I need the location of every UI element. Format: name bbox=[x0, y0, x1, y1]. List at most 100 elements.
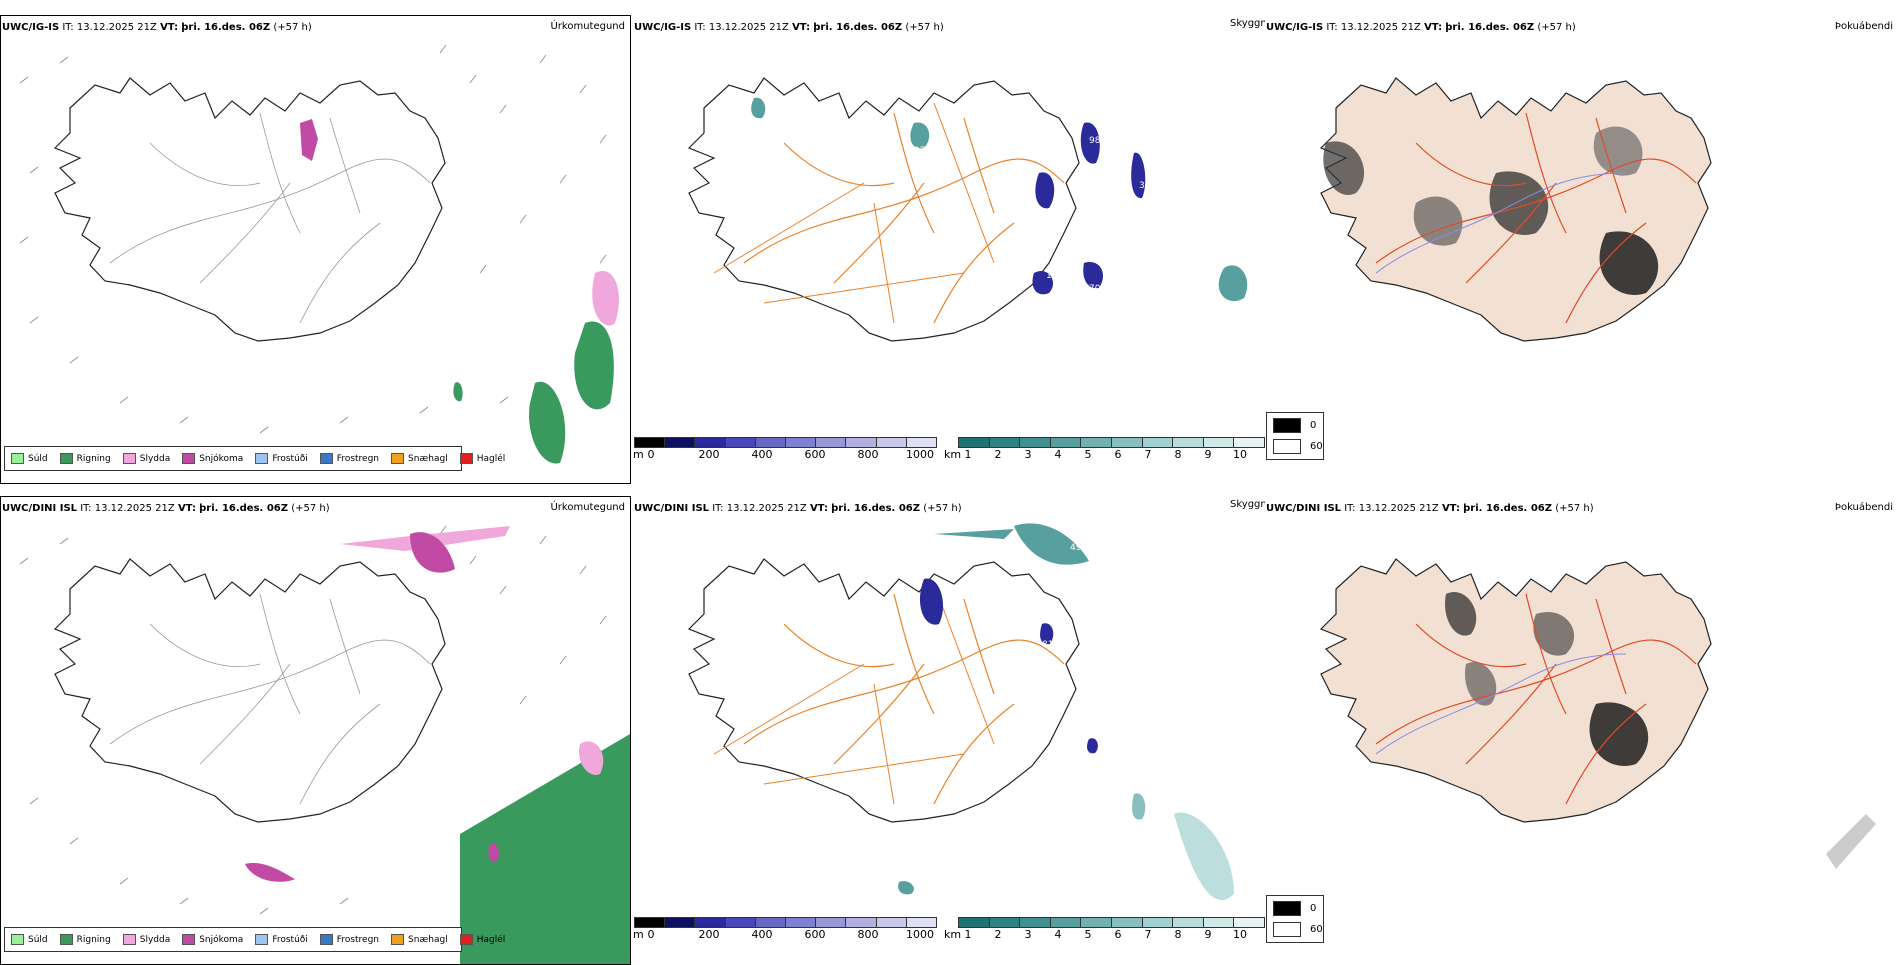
cbar-seg bbox=[846, 438, 877, 447]
cbar-seg bbox=[1142, 438, 1174, 447]
wind-barbs bbox=[19, 44, 607, 434]
legend-item: Haglél bbox=[459, 453, 505, 464]
cbar-seg bbox=[695, 918, 726, 927]
fog-swatch bbox=[1273, 922, 1301, 937]
ceiling-unit: m bbox=[633, 448, 644, 461]
ceiling-unit: m bbox=[633, 928, 644, 941]
vis-area bbox=[1218, 265, 1248, 302]
visibility-unit: km bbox=[944, 928, 962, 941]
cbar-seg bbox=[725, 438, 756, 447]
low-ceiling-area bbox=[1087, 738, 1098, 754]
cbar-seg bbox=[816, 438, 847, 447]
svg-text:81: 81 bbox=[1042, 640, 1053, 650]
low-ceiling-area bbox=[1083, 262, 1104, 289]
ceiling-colorbar bbox=[634, 437, 937, 448]
cbar-seg bbox=[1020, 438, 1051, 447]
cbar-tick: 8 bbox=[1174, 928, 1182, 941]
cbar-tick: 3 bbox=[1024, 928, 1032, 941]
cbar-seg bbox=[1203, 918, 1235, 927]
cbar-tick: 4 bbox=[1054, 448, 1062, 461]
legend-swatch bbox=[255, 934, 269, 945]
visibility-colorbar bbox=[958, 917, 1265, 928]
low-ceiling-area bbox=[1035, 172, 1055, 209]
low-ceiling-area bbox=[1032, 271, 1054, 295]
cbar-tick: 200 bbox=[698, 448, 720, 461]
cbar-seg bbox=[1111, 438, 1143, 447]
svg-text:490: 490 bbox=[1070, 543, 1087, 553]
svg-text:88: 88 bbox=[919, 892, 931, 902]
road-lines bbox=[109, 112, 431, 324]
ceiling-colorbar bbox=[634, 917, 937, 928]
legend-swatch bbox=[11, 934, 24, 945]
cbar-tick: 10 bbox=[1233, 448, 1247, 461]
legend-item: Snæhagl bbox=[391, 453, 448, 464]
legend-swatch bbox=[11, 453, 24, 464]
panel-header: UWC/IG-IS IT: 13.12.2025 21Z VT: þri. 16… bbox=[634, 22, 944, 33]
vis-value-labels: 98 97 37 10 12 45 16 97 70 77 bbox=[914, 136, 1150, 294]
rivers bbox=[1375, 653, 1627, 755]
vis-area bbox=[898, 881, 914, 895]
low-ceiling-area bbox=[1080, 122, 1100, 164]
rain-area bbox=[529, 381, 566, 464]
legend-item: Súld bbox=[11, 453, 48, 464]
road-lines bbox=[109, 593, 431, 805]
coastline bbox=[54, 77, 446, 342]
cbar-tick: 600 bbox=[804, 928, 826, 941]
cbar-seg bbox=[635, 438, 666, 447]
visibility-unit: km bbox=[944, 448, 962, 461]
visibility-map: 98 97 37 10 12 45 16 97 70 77 bbox=[688, 77, 1248, 342]
cbar-seg bbox=[1050, 918, 1082, 927]
legend-item: Rigning bbox=[59, 934, 111, 945]
cbar-tick: 8 bbox=[1174, 448, 1182, 461]
legend-item: Snæhagl bbox=[391, 934, 448, 945]
cbar-tick: 600 bbox=[804, 448, 826, 461]
visibility-colorbar bbox=[958, 437, 1265, 448]
panel-header: UWC/IG-IS IT: 13.12.2025 21Z VT: þri. 16… bbox=[2, 22, 312, 33]
fog-legend: 0 60 bbox=[1266, 895, 1324, 943]
precip-legend: Súld Rigning Slydda Snjókoma Frostúði Fr… bbox=[4, 446, 505, 471]
legend-swatch bbox=[319, 453, 333, 464]
rain-area bbox=[574, 321, 614, 410]
cbar-tick: 5 bbox=[1084, 448, 1092, 461]
cbar-seg bbox=[1234, 438, 1264, 447]
panel-title: Skyggni bbox=[1230, 18, 1265, 29]
rivers bbox=[1375, 172, 1627, 274]
cbar-tick: 0 bbox=[647, 928, 655, 941]
cbar-tick: 6 bbox=[1114, 448, 1122, 461]
cbar-seg bbox=[786, 438, 817, 447]
precip-panel-dini: UWC/DINI ISL IT: 13.12.2025 21Z VT: þri.… bbox=[0, 496, 631, 965]
cbar-seg bbox=[1142, 918, 1174, 927]
cbar-tick: 7 bbox=[1144, 928, 1152, 941]
visibility-panel-ig-is: 98 97 37 10 12 45 16 97 70 77 UWC/IG-IS … bbox=[634, 15, 1265, 484]
snow-area bbox=[300, 119, 318, 161]
cbar-seg bbox=[1081, 918, 1112, 927]
panel-header: UWC/DINI ISL IT: 13.12.2025 21Z VT: þri.… bbox=[634, 503, 962, 514]
svg-text:70: 70 bbox=[1089, 284, 1101, 294]
precip-map bbox=[19, 44, 619, 464]
svg-text:37: 37 bbox=[1139, 181, 1150, 191]
legend-item: Slydda bbox=[122, 453, 170, 464]
cbar-tick: 800 bbox=[857, 928, 879, 941]
visibility-map: 490 81 20 88 bbox=[688, 523, 1234, 902]
cbar-tick: 6 bbox=[1114, 928, 1122, 941]
cbar-tick: 4 bbox=[1054, 928, 1062, 941]
cbar-tick: 400 bbox=[751, 448, 773, 461]
cbar-seg bbox=[816, 918, 847, 927]
legend-item: Rigning bbox=[59, 453, 111, 464]
low-ceiling-area bbox=[1040, 623, 1054, 645]
legend-item: Frostregn bbox=[319, 934, 379, 945]
cbar-seg bbox=[1020, 918, 1051, 927]
fog-legend-row: 60 bbox=[1273, 922, 1323, 937]
wind-barbs bbox=[19, 525, 607, 915]
road-lines bbox=[743, 593, 1065, 805]
svg-text:20: 20 bbox=[1092, 755, 1104, 765]
coastline bbox=[688, 558, 1080, 823]
cbar-seg bbox=[1111, 918, 1143, 927]
sleet-area bbox=[592, 271, 619, 326]
cbar-tick: 1000 bbox=[906, 928, 934, 941]
legend-swatch bbox=[391, 453, 405, 464]
legend-swatch bbox=[391, 934, 405, 945]
cbar-tick: 9 bbox=[1204, 448, 1212, 461]
legend-item: Snjókoma bbox=[182, 934, 243, 945]
vis-area bbox=[1174, 812, 1234, 901]
